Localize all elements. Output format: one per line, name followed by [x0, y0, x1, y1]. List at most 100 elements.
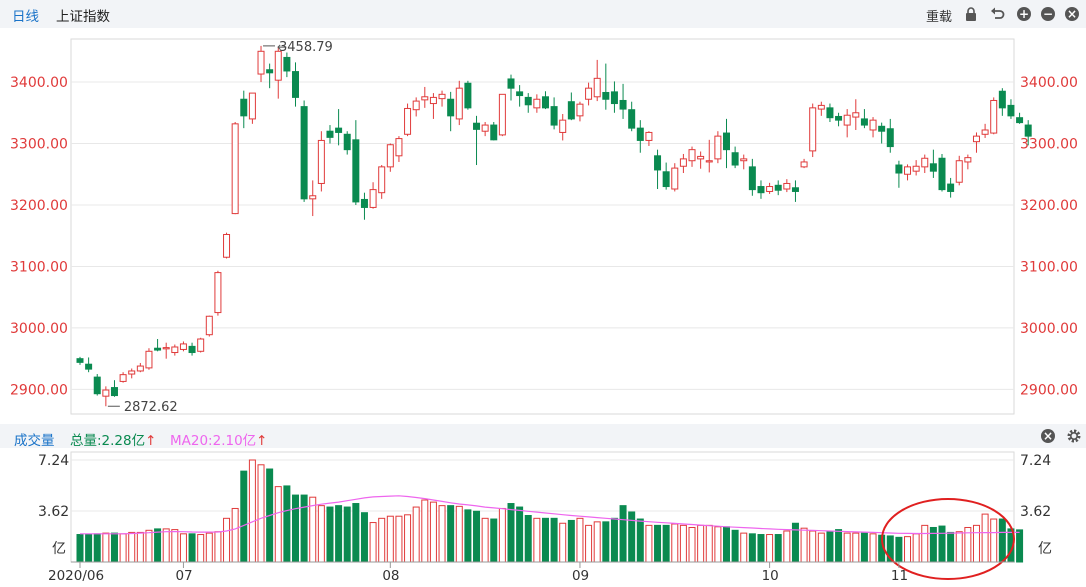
volume-bar	[197, 534, 205, 563]
candle-body	[662, 171, 670, 188]
volume-tick-label-left: 7.24	[38, 453, 69, 469]
y-tick-label-left: 3200.00	[10, 198, 68, 214]
candle-body	[317, 139, 325, 184]
y-tick-label-right: 3100.00	[1020, 259, 1078, 275]
close-icon[interactable]: ×	[1041, 429, 1055, 443]
volume-bar	[541, 517, 549, 563]
candle-body	[248, 92, 256, 120]
ma20-line	[80, 495, 1020, 535]
undo-icon[interactable]	[990, 6, 1006, 22]
volume-bar	[214, 531, 222, 563]
zoom-in-icon[interactable]: +	[1017, 7, 1031, 21]
candle-body	[972, 135, 980, 143]
volume-bar	[671, 523, 679, 563]
candle-body	[800, 161, 808, 168]
candle-body	[490, 124, 498, 141]
volume-bar	[516, 506, 524, 563]
volume-bar	[835, 529, 843, 563]
high-price-label: 3458.79	[279, 40, 333, 55]
candle-body	[774, 184, 782, 191]
volume-bar	[619, 505, 627, 563]
candle-body	[386, 144, 394, 168]
candle-body	[524, 96, 532, 106]
volume-unit-label-right: 亿	[1038, 541, 1052, 557]
tab-daily[interactable]: 日线	[12, 9, 39, 25]
candle-body	[274, 50, 282, 81]
candle-body	[1016, 117, 1024, 124]
volume-bar	[352, 503, 360, 563]
volume-bar	[85, 534, 93, 563]
volume-bar	[93, 533, 101, 563]
volume-bar	[972, 524, 980, 563]
candle-body	[731, 152, 739, 166]
volume-bar	[455, 505, 463, 563]
volume-bar	[679, 524, 687, 563]
close-icon[interactable]: ×	[1065, 7, 1079, 21]
volume-bar	[145, 529, 153, 563]
candle-body	[929, 163, 937, 172]
candle-body	[955, 160, 963, 183]
volume-bar	[378, 517, 386, 563]
volume-bar	[800, 527, 808, 563]
volume-total-label: 总量:2.28亿	[70, 433, 146, 449]
zoom-out-icon[interactable]: −	[1041, 7, 1055, 21]
candle-body	[421, 96, 429, 101]
volume-bar	[662, 524, 670, 563]
volume-bar	[481, 517, 489, 563]
volume-bar	[628, 511, 636, 563]
volume-bar	[464, 509, 472, 563]
volume-bar	[171, 529, 179, 563]
volume-bar	[688, 526, 696, 563]
candle-body	[516, 91, 524, 97]
volume-bar	[179, 533, 187, 563]
candle-body	[567, 101, 575, 120]
candle-body	[257, 50, 265, 75]
volume-bar	[240, 470, 248, 563]
candle-body	[455, 87, 463, 120]
volume-bar	[714, 526, 722, 563]
reload-button[interactable]: 重载	[926, 10, 953, 25]
volume-bar	[136, 531, 144, 563]
candle-body	[171, 346, 179, 354]
candle-body	[947, 183, 955, 192]
candle-body	[223, 233, 231, 258]
volume-bar	[369, 522, 377, 563]
y-tick-label-left: 3000.00	[10, 321, 68, 337]
volume-bar	[938, 525, 946, 563]
volume-bar	[852, 532, 860, 563]
volume-bar	[533, 517, 541, 563]
candle-body	[76, 358, 84, 363]
volume-bar	[869, 533, 877, 563]
volume-bar	[317, 505, 325, 563]
volume-bar	[404, 514, 412, 563]
volume-bar	[990, 518, 998, 563]
volume-bar	[447, 505, 455, 563]
lock-icon[interactable]	[965, 7, 977, 21]
x-tick-label: 11	[891, 568, 908, 584]
settings-icon[interactable]	[1066, 428, 1082, 444]
candle-body	[697, 155, 705, 160]
y-tick-label-left: 3400.00	[10, 75, 68, 91]
volume-bar	[507, 503, 515, 563]
volume-bar	[274, 486, 282, 563]
volume-bar	[524, 515, 532, 563]
candle-body	[714, 135, 722, 160]
candle-body	[654, 155, 662, 171]
candle-body	[102, 389, 110, 397]
candle-body	[326, 130, 334, 138]
volume-bar	[309, 496, 317, 563]
candle-body	[723, 132, 730, 151]
candle-body	[645, 131, 653, 141]
candle-body	[179, 343, 187, 350]
candle-body	[688, 149, 696, 162]
volume-tick-label-left: 3.62	[38, 504, 69, 520]
volume-bar	[904, 536, 912, 563]
volume-bar	[826, 531, 834, 563]
volume-bar	[895, 536, 903, 563]
candle-body	[593, 77, 601, 98]
candle-body	[817, 104, 825, 110]
volume-bar	[110, 532, 118, 563]
volume-bar	[490, 518, 498, 563]
candle-body	[912, 165, 920, 172]
candle-body	[498, 93, 506, 136]
